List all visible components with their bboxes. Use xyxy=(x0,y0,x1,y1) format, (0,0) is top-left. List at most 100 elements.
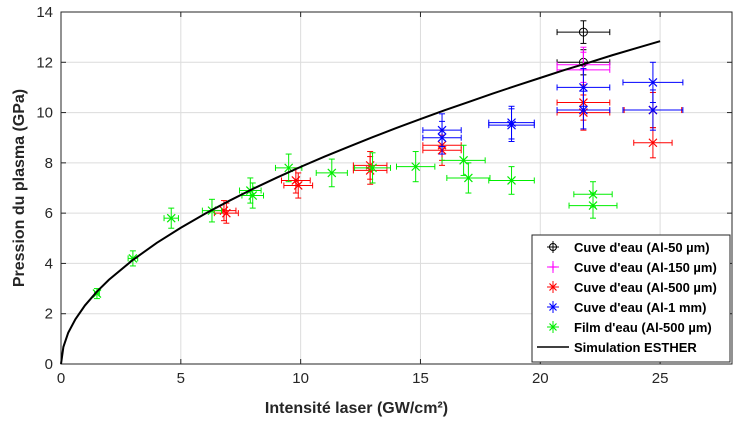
legend-label: Cuve d'eau (Al-500 µm) xyxy=(574,280,717,295)
legend-entry: Cuve d'eau (Al-50 µm) xyxy=(547,240,710,255)
series-2 xyxy=(211,84,683,224)
data-point xyxy=(441,144,486,176)
marker-x-b xyxy=(327,168,337,178)
marker-circle xyxy=(578,27,588,37)
data-point xyxy=(315,158,348,188)
marker-x-b xyxy=(411,162,421,172)
series-3 xyxy=(422,61,684,155)
data-point xyxy=(633,127,673,159)
data-point xyxy=(127,250,139,267)
marker-x-b xyxy=(507,176,516,185)
marker-x xyxy=(507,176,516,185)
marker-x-b xyxy=(648,138,658,148)
data-point xyxy=(488,166,535,195)
marker-x xyxy=(368,163,377,173)
y-tick-label: 4 xyxy=(45,255,53,272)
marker-x xyxy=(92,289,102,299)
axis-ticks: 0 5 10 15 20 25 0 2 4 6 8 10 12 14 xyxy=(36,4,732,387)
marker-x-b xyxy=(578,105,588,115)
legend-label: Cuve d'eau (Al-150 µm) xyxy=(574,260,717,275)
marker-x xyxy=(648,77,658,87)
y-tick-label: 10 xyxy=(36,105,53,122)
data-point xyxy=(622,89,684,131)
marker-x xyxy=(578,83,588,92)
legend: Cuve d'eau (Al-50 µm) Cuve d'eau (Al-150 … xyxy=(531,234,731,363)
marker-x-b xyxy=(92,289,102,299)
marker-x-b xyxy=(437,133,447,143)
marker-x-b xyxy=(507,120,516,130)
marker-x-b xyxy=(588,201,598,211)
x-tick-label: 0 xyxy=(57,370,65,387)
data-series xyxy=(60,20,684,365)
y-tick-label: 12 xyxy=(36,54,53,71)
marker-x xyxy=(411,162,421,172)
data-point xyxy=(241,182,264,209)
y-axis-label: Pression du plasma (GPa) xyxy=(11,89,28,287)
marker-x-b xyxy=(248,191,258,200)
marker-x xyxy=(248,191,258,200)
marker-x-b xyxy=(549,323,557,331)
x-axis-label: Intensité laser (GW/cm²) xyxy=(265,400,448,417)
series-5 xyxy=(60,40,661,365)
simulation-curve xyxy=(60,40,661,365)
legend-label: Cuve d'eau (Al-1 mm) xyxy=(574,300,706,315)
legend-box xyxy=(531,234,731,363)
data-point xyxy=(556,90,611,130)
data-point xyxy=(396,151,436,183)
marker-x xyxy=(221,208,231,218)
y-tick-label: 8 xyxy=(45,155,53,172)
marker-circle xyxy=(549,243,557,251)
marker-x-b xyxy=(368,163,377,173)
marker-x xyxy=(588,201,598,211)
x-tick-label: 20 xyxy=(532,370,549,387)
data-point xyxy=(283,172,314,199)
data-point xyxy=(280,167,311,194)
marker-circle xyxy=(549,243,557,251)
marker-x xyxy=(327,168,337,178)
x-tick-label: 25 xyxy=(652,370,669,387)
marker-x-b xyxy=(549,303,557,311)
data-point xyxy=(213,202,239,224)
marker-x-b xyxy=(648,77,658,87)
legend-label: Simulation ESTHER xyxy=(574,340,697,355)
marker-x xyxy=(648,105,658,115)
marker-x-b xyxy=(648,105,658,115)
marker-x xyxy=(507,120,516,130)
legend-label: Film d'eau (Al-500 µm) xyxy=(574,320,712,335)
data-point xyxy=(446,162,491,194)
marker-x xyxy=(549,323,557,331)
x-tick-label: 10 xyxy=(292,370,309,387)
marker-x-b xyxy=(549,283,557,291)
data-point xyxy=(354,152,392,184)
marker-x-b xyxy=(459,155,469,165)
marker-plus xyxy=(549,263,557,271)
marker-x xyxy=(549,283,557,291)
legend-entry: Cuve d'eau (Al-150 µm) xyxy=(547,260,717,275)
plot-area-frame xyxy=(60,11,733,365)
y-tick-label: 14 xyxy=(36,4,53,21)
y-tick-label: 6 xyxy=(45,205,53,222)
legend-entry: Film d'eau (Al-500 µm) xyxy=(547,320,712,335)
y-tick-label: 2 xyxy=(45,306,53,323)
legend-entry: Cuve d'eau (Al-1 mm) xyxy=(547,300,706,315)
marker-x-b xyxy=(221,208,231,218)
marker-x-b xyxy=(293,181,303,190)
marker-x xyxy=(549,303,557,311)
data-point xyxy=(163,207,179,229)
marker-x-b xyxy=(284,163,294,173)
legend-entry: Simulation ESTHER xyxy=(537,340,697,355)
x-tick-label: 5 xyxy=(177,370,185,387)
y-tick-label: 0 xyxy=(45,356,53,373)
marker-x xyxy=(648,138,658,148)
data-point xyxy=(568,192,618,219)
data-point xyxy=(422,120,462,155)
data-point xyxy=(488,108,535,142)
marker-x xyxy=(463,173,473,183)
marker-circle xyxy=(578,27,588,37)
marker-x-b xyxy=(463,173,473,183)
data-point xyxy=(556,20,611,44)
marker-x-b xyxy=(578,83,588,92)
marker-x xyxy=(578,105,588,115)
marker-x xyxy=(437,133,447,143)
